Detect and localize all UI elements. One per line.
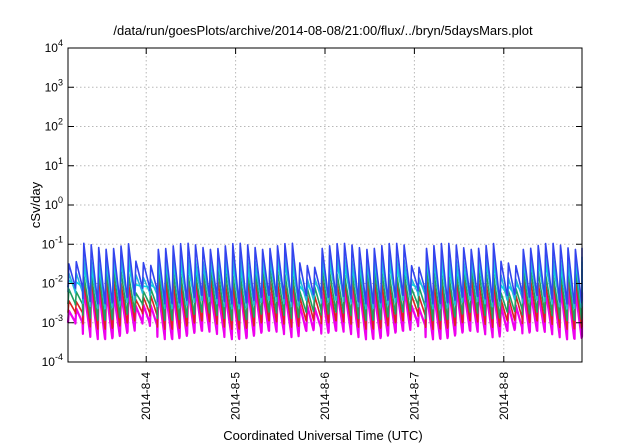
x-tick-label: 2014-8-6 [318, 372, 332, 420]
x-axis-label: Coordinated Universal Time (UTC) [223, 428, 422, 443]
x-tick-label: 2014-8-5 [229, 372, 243, 420]
y-tick-label: 101 [45, 156, 63, 173]
x-tick-label: 2014-8-7 [407, 372, 421, 420]
y-tick-label: 100 [45, 195, 63, 212]
y-axis-label: cSv/day [28, 181, 43, 228]
chart-title: /data/run/goesPlots/archive/2014-08-08/2… [113, 23, 533, 38]
y-tick-label: 10-2 [42, 274, 63, 291]
y-axis-ticks: 10-4 10-3 10-2 10-1 100 101 102 103 104 [42, 38, 582, 369]
y-tick-label: 103 [45, 77, 63, 94]
y-tick-label: 10-1 [42, 234, 63, 251]
y-tick-label: 104 [45, 38, 63, 55]
series-line [67, 268, 583, 322]
x-tick-label: 2014-8-8 [497, 372, 511, 420]
y-tick-label: 10-3 [42, 313, 63, 330]
y-tick-label: 102 [45, 117, 63, 134]
x-axis-ticks: 2014-8-4 2014-8-5 2014-8-6 2014-8-7 2014-8-8 [139, 48, 511, 420]
series-line [67, 242, 583, 305]
y-tick-label: 10-4 [42, 352, 63, 369]
series-layer [66, 242, 584, 341]
series-line [66, 285, 584, 341]
x-tick-label: 2014-8-4 [139, 372, 153, 420]
